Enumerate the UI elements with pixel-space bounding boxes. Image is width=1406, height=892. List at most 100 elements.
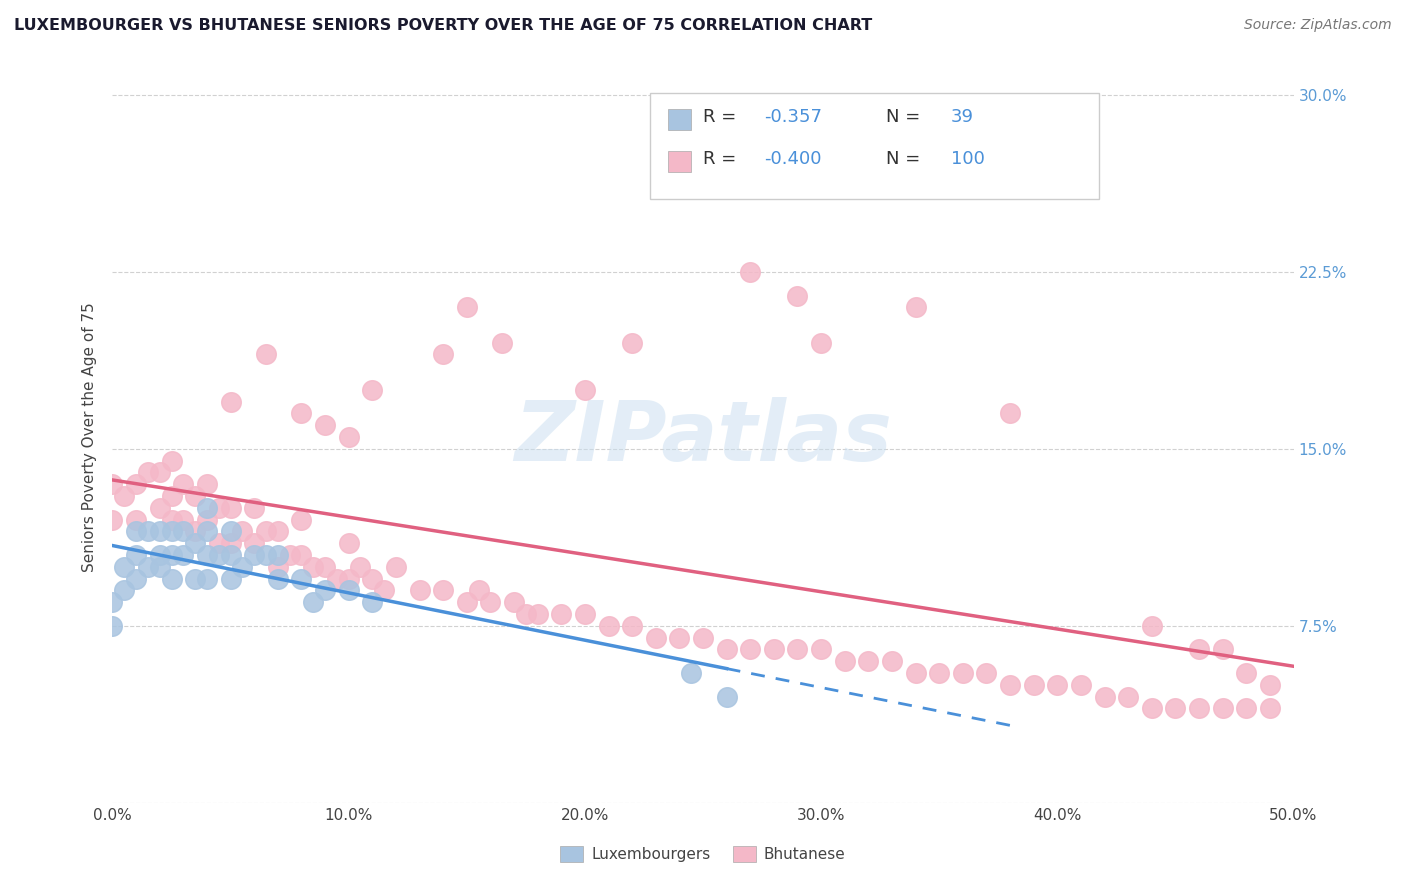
FancyBboxPatch shape <box>650 94 1098 200</box>
Point <box>526 607 548 621</box>
Point <box>290 407 312 421</box>
Point <box>1140 619 1163 633</box>
Point <box>880 654 903 668</box>
Point <box>491 335 513 350</box>
Point <box>302 559 325 574</box>
Point <box>125 524 148 539</box>
Point <box>740 265 762 279</box>
Point <box>456 595 478 609</box>
Point <box>858 654 880 668</box>
Point <box>195 524 218 539</box>
Point <box>361 383 384 397</box>
Point <box>1212 701 1234 715</box>
Point <box>267 524 290 539</box>
Point <box>101 477 124 491</box>
Point <box>267 559 290 574</box>
Point <box>125 572 148 586</box>
FancyBboxPatch shape <box>668 110 690 130</box>
Point <box>740 642 762 657</box>
Point <box>254 548 277 562</box>
Point <box>1212 642 1234 657</box>
Point <box>208 536 231 550</box>
Point <box>243 500 266 515</box>
Point <box>219 524 242 539</box>
Point <box>149 500 172 515</box>
Point <box>195 500 218 515</box>
Point <box>290 513 312 527</box>
Text: ZIPatlas: ZIPatlas <box>515 397 891 477</box>
Text: 39: 39 <box>950 109 973 127</box>
Point <box>101 619 124 633</box>
Point <box>195 572 218 586</box>
Point <box>267 548 290 562</box>
Point <box>1258 678 1281 692</box>
Point <box>479 595 502 609</box>
Point <box>681 666 703 681</box>
Point <box>149 559 172 574</box>
Point <box>998 407 1021 421</box>
Point <box>184 489 207 503</box>
Point <box>786 288 808 302</box>
Point <box>1188 701 1211 715</box>
Point <box>101 595 124 609</box>
Point <box>160 513 183 527</box>
Point <box>337 572 360 586</box>
Point <box>762 642 785 657</box>
Text: -0.400: -0.400 <box>763 150 821 168</box>
Point <box>219 572 242 586</box>
Point <box>550 607 572 621</box>
Point <box>290 548 312 562</box>
Point <box>337 536 360 550</box>
Point <box>1094 690 1116 704</box>
Point <box>904 666 927 681</box>
Point <box>149 524 172 539</box>
Point <box>208 500 231 515</box>
Point <box>337 430 360 444</box>
Point <box>184 536 207 550</box>
Point <box>976 666 998 681</box>
Point <box>621 619 644 633</box>
Y-axis label: Seniors Poverty Over the Age of 75: Seniors Poverty Over the Age of 75 <box>82 302 97 572</box>
Point <box>125 513 148 527</box>
Point <box>456 301 478 315</box>
Point <box>231 524 253 539</box>
Point <box>112 583 135 598</box>
Point <box>337 583 360 598</box>
Point <box>1070 678 1092 692</box>
Point <box>278 548 301 562</box>
Point <box>136 466 159 480</box>
Point <box>254 524 277 539</box>
Point <box>621 335 644 350</box>
Point <box>716 642 738 657</box>
Point <box>786 642 808 657</box>
Point <box>432 583 454 598</box>
Point <box>349 559 371 574</box>
Point <box>834 654 856 668</box>
Point <box>184 524 207 539</box>
Text: 100: 100 <box>950 150 984 168</box>
Point <box>101 513 124 527</box>
Point <box>834 123 856 137</box>
Point <box>1046 678 1069 692</box>
Text: R =: R = <box>703 150 741 168</box>
Point <box>195 477 218 491</box>
Point <box>904 301 927 315</box>
Point <box>160 524 183 539</box>
Point <box>314 559 336 574</box>
Point <box>1234 666 1257 681</box>
Point <box>1116 690 1139 704</box>
Point <box>160 548 183 562</box>
Text: Source: ZipAtlas.com: Source: ZipAtlas.com <box>1244 18 1392 32</box>
Point <box>136 524 159 539</box>
Point <box>136 559 159 574</box>
Point <box>467 583 489 598</box>
Text: LUXEMBOURGER VS BHUTANESE SENIORS POVERTY OVER THE AGE OF 75 CORRELATION CHART: LUXEMBOURGER VS BHUTANESE SENIORS POVERT… <box>14 18 872 33</box>
Point <box>219 394 242 409</box>
Point <box>1234 701 1257 715</box>
Point <box>408 583 430 598</box>
Point <box>208 548 231 562</box>
Point <box>810 335 832 350</box>
Point <box>692 631 714 645</box>
Point <box>160 453 183 467</box>
Point <box>254 347 277 361</box>
